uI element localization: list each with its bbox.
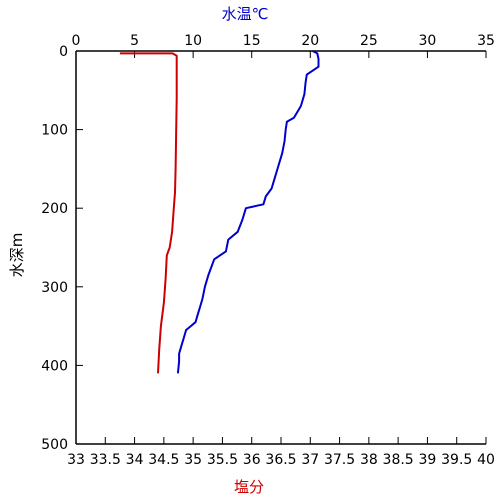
bottom-axis-tick-label: 40: [477, 452, 495, 468]
top-axis-tick-label: 10: [184, 33, 202, 49]
bottom-axis-tick-label: 33.5: [90, 452, 121, 468]
bottom-axis-tick-label: 36: [243, 452, 261, 468]
temperature-series-line: [176, 50, 320, 374]
top-axis-tick-label: 35: [477, 33, 495, 49]
left-axis-ticks: 0 100 200 300 400 500: [41, 44, 83, 453]
bottom-axis-tick-label: 36.5: [265, 452, 296, 468]
y-axis-tick-label: 100: [41, 123, 68, 139]
bottom-axis-tick-label: 38.5: [383, 452, 414, 468]
series-layer: [119, 50, 320, 374]
top-axis-title: 水温℃: [222, 5, 269, 23]
y-axis-tick-label: 300: [41, 280, 68, 296]
bottom-axis-title: 塩分: [234, 478, 264, 496]
bottom-axis-tick-label: 39.5: [441, 452, 472, 468]
bottom-axis-tick-label: 39: [419, 452, 437, 468]
top-axis-tick-label: 0: [72, 33, 81, 49]
bottom-axis-tick-label: 35: [184, 452, 202, 468]
bottom-axis-tick-label: 37.5: [324, 452, 355, 468]
bottom-axis-tick-label: 35.5: [207, 452, 238, 468]
top-axis-tick-label: 25: [360, 33, 378, 49]
bottom-axis-tick-label: 37: [301, 452, 319, 468]
top-axis-tick-label: 5: [130, 33, 139, 49]
bottom-axis-tick-label: 38: [360, 452, 378, 468]
y-axis-title: 水深m: [8, 233, 26, 278]
bottom-axis-tick-label: 34: [126, 452, 144, 468]
top-axis-tick-label: 20: [301, 33, 319, 49]
y-axis-tick-label: 200: [41, 201, 68, 217]
bottom-axis-tick-label: 33: [67, 452, 85, 468]
bottom-axis-ticks: 33 33.5 34 34.5 35 35.5 36 36.5 37 37.5 38 38.5 39 39…: [67, 437, 495, 468]
y-axis-tick-label: 500: [41, 437, 68, 453]
top-axis-tick-label: 30: [419, 33, 437, 49]
y-axis-tick-label: 400: [41, 358, 68, 374]
top-axis-tick-label: 15: [243, 33, 261, 49]
salinity-series-line: [119, 52, 178, 374]
bottom-axis-tick-label: 34.5: [148, 452, 179, 468]
y-axis-tick-label: 0: [59, 44, 68, 60]
top-axis-ticks: 0 5 10 15 20 25 30 35: [72, 33, 495, 58]
plot-frame: [75, 50, 486, 445]
